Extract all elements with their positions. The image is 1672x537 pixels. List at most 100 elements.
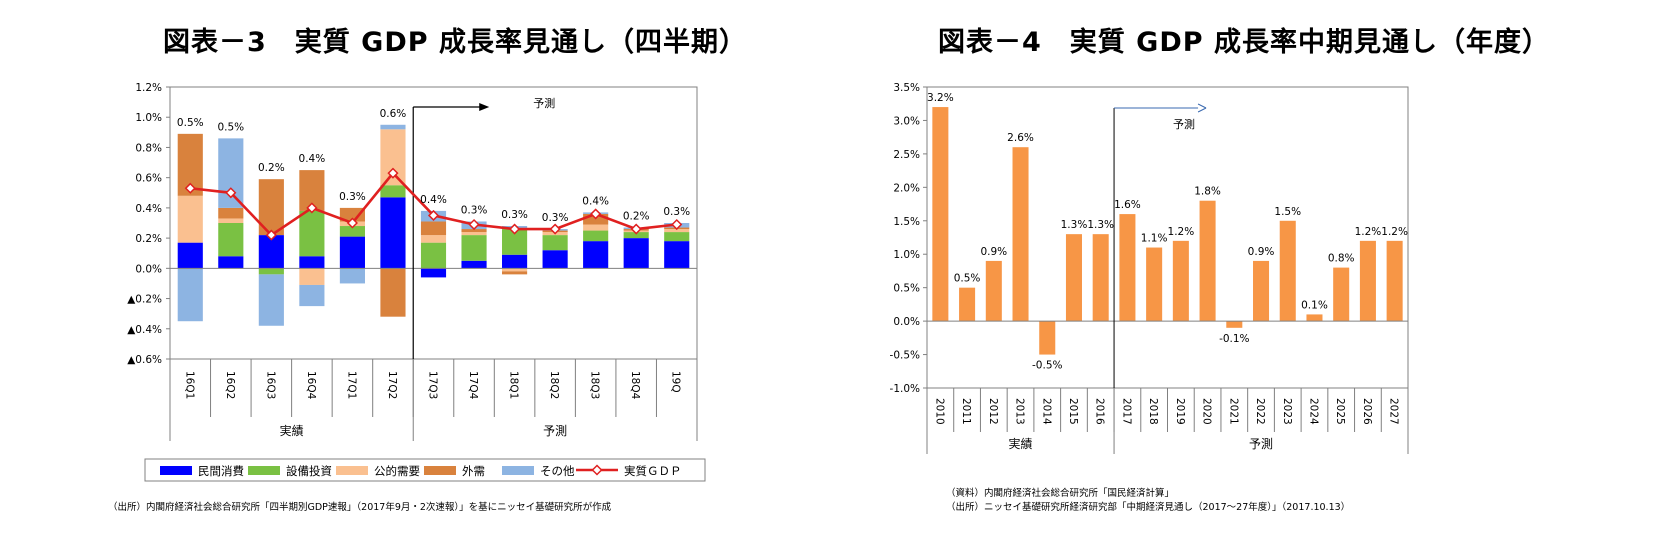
y-tick-label: 3.0% <box>893 115 920 127</box>
gdp-point <box>509 223 521 235</box>
bar <box>1146 247 1163 322</box>
bar-segment <box>664 229 690 233</box>
data-label: 1.6% <box>1114 199 1141 211</box>
bar-segment <box>299 210 325 257</box>
y-tick-label: 3.5% <box>893 82 920 94</box>
x-tick-label: 2018 <box>1147 398 1159 425</box>
bar <box>985 260 1002 322</box>
gdp-point <box>265 229 277 241</box>
gdp-point <box>630 223 642 235</box>
bar-segment <box>258 274 284 326</box>
chart-title-right: 図表－4 実質 GDP 成長率中期見通し（年度） <box>938 27 1550 58</box>
bar-segment <box>339 207 365 222</box>
bar <box>1253 260 1270 322</box>
y-tick-label: 0.5% <box>893 283 920 295</box>
gdp-point <box>225 187 237 199</box>
x-tick-label: 17Q1 <box>345 371 357 399</box>
chart-title-left: 図表－3 実質 GDP 成長率見通し（四半期） <box>163 27 747 58</box>
y-tick-label: ▲0.4% <box>127 324 162 336</box>
y-tick-label: 1.2% <box>135 82 162 94</box>
gdp-data-label: 0.5% <box>177 117 204 129</box>
y-tick-label: 0.4% <box>135 203 162 215</box>
bar-segment <box>623 232 649 239</box>
bar-segment <box>299 284 325 307</box>
bar-segment <box>258 268 284 275</box>
x-tick-label: 2027 <box>1388 398 1400 425</box>
data-label: -0.5% <box>1032 360 1062 372</box>
x-tick-label: 16Q2 <box>224 371 236 399</box>
gdp-data-label: 0.3% <box>663 206 690 218</box>
bar-segment <box>339 236 365 269</box>
legend-marker-swatch <box>591 464 603 476</box>
source-note-right-2: （出所）ニッセイ基礎研究所経済研究部「中期経済見通し（2017～27年度）」（2… <box>946 502 1351 513</box>
bar-segment <box>420 242 447 269</box>
bar <box>1199 200 1216 322</box>
bar-segment <box>218 218 244 223</box>
legend-swatch <box>248 466 280 475</box>
bar-segment <box>299 268 325 285</box>
x-tick-label: 16Q4 <box>305 371 317 400</box>
x-tick-label: 2021 <box>1227 398 1239 425</box>
bar-segment <box>299 256 325 269</box>
x-tick-label: 2024 <box>1307 398 1319 425</box>
bar-segment <box>380 268 406 317</box>
y-tick-label: 0.2% <box>135 233 162 245</box>
gdp-data-label: 0.5% <box>217 121 244 133</box>
gdp-point <box>387 167 399 179</box>
forecast-annotation: 予測 <box>533 96 555 110</box>
group-label-actual: 実績 <box>280 423 304 438</box>
bar-segment <box>502 254 528 269</box>
gdp-point <box>468 218 480 231</box>
y-tick-label: -1.0% <box>890 383 920 395</box>
x-tick-label: 2026 <box>1361 398 1373 425</box>
bar <box>1065 234 1082 322</box>
gdp-data-label: 0.4% <box>420 194 447 206</box>
legend-label: 外需 <box>462 464 485 478</box>
legend-label: 民間消費 <box>198 464 244 478</box>
bar-segment <box>542 250 568 269</box>
y-tick-label: ▲0.2% <box>127 294 162 306</box>
bar-segment <box>583 230 609 242</box>
bar-segment <box>218 256 244 269</box>
data-label: -0.1% <box>1219 333 1249 345</box>
bar-segment <box>218 223 244 257</box>
bar-segment <box>664 232 690 242</box>
gdp-point <box>549 223 561 235</box>
bar-segment <box>461 235 487 261</box>
data-label: 1.3% <box>1087 219 1114 231</box>
x-tick-label: 18Q2 <box>548 371 560 399</box>
data-label: 1.5% <box>1274 206 1301 218</box>
bar <box>959 287 976 322</box>
legend-label: 設備投資 <box>286 464 332 478</box>
x-tick-label: 16Q3 <box>264 371 276 399</box>
gdp-data-label: 0.3% <box>542 212 569 224</box>
legend-swatch <box>336 466 368 475</box>
bar <box>1092 234 1109 322</box>
data-label: 1.2% <box>1355 226 1382 238</box>
bar-segment <box>623 238 649 269</box>
source-note-left: （出所）内閣府経済社会総合研究所「四半期別GDP速報」（2017年9月・2次速報… <box>108 502 612 513</box>
x-tick-label: 2016 <box>1094 398 1106 425</box>
y-tick-label: 1.0% <box>893 249 920 261</box>
bar <box>1172 240 1189 322</box>
bar-segment <box>542 235 568 251</box>
data-label: 1.3% <box>1061 219 1088 231</box>
bar <box>1333 267 1350 322</box>
bar-segment <box>177 195 203 243</box>
gdp-point <box>184 182 196 194</box>
x-tick-label: 17Q2 <box>386 371 398 399</box>
bar-segment <box>420 221 447 236</box>
gdp-data-label: 0.4% <box>299 153 326 165</box>
legend-swatch <box>424 466 456 475</box>
forecast-arrow-head <box>479 103 490 111</box>
y-tick-label: 0.8% <box>135 142 162 154</box>
forecast-annotation: 予測 <box>1173 117 1195 131</box>
group-label-forecast: 予測 <box>1249 437 1273 451</box>
bar <box>1306 314 1323 322</box>
bar-segment <box>339 226 365 237</box>
data-label: 0.9% <box>980 246 1007 258</box>
gdp-data-label: 0.2% <box>623 211 650 223</box>
plot-frame-left <box>169 86 698 360</box>
bar-segment <box>420 268 447 278</box>
forecast-arrow-head <box>1197 103 1207 113</box>
